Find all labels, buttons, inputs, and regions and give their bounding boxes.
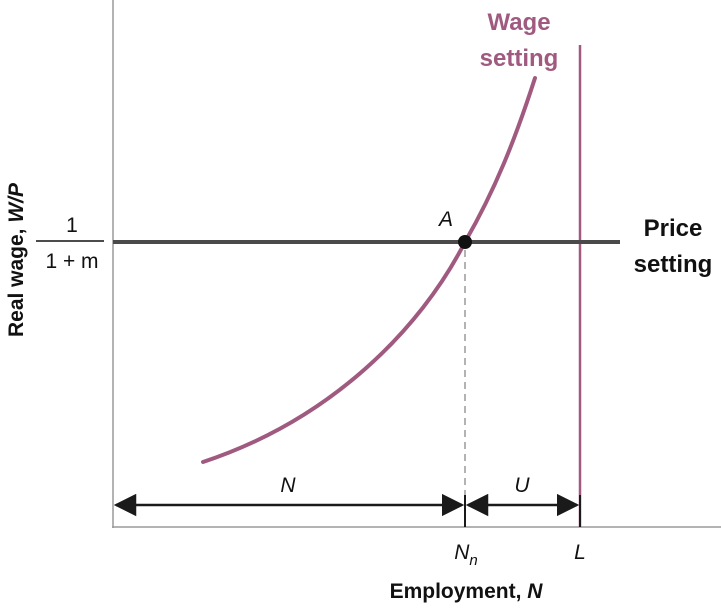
y-axis-label: Real wage, W/P — [5, 182, 28, 337]
employment-span-label: N — [280, 474, 296, 497]
wage-setting-curve — [201, 76, 537, 464]
unemployment-span-label: U — [514, 474, 530, 497]
wage-setting-label-line2: setting — [480, 45, 559, 72]
wage-setting-label-line1: Wage — [487, 9, 550, 36]
price-level-numerator: 1 — [66, 214, 78, 237]
labor-force-label: L — [574, 541, 586, 564]
x-axis-label: Employment, N — [390, 580, 544, 603]
price-setting-label-line2: setting — [634, 251, 713, 278]
equilibrium-point — [458, 235, 472, 249]
natural-employment-label: Nn — [454, 541, 478, 569]
price-level-denominator: 1 + m — [45, 250, 98, 273]
equilibrium-label: A — [437, 208, 453, 231]
price-setting-label-line1: Price — [644, 215, 703, 242]
